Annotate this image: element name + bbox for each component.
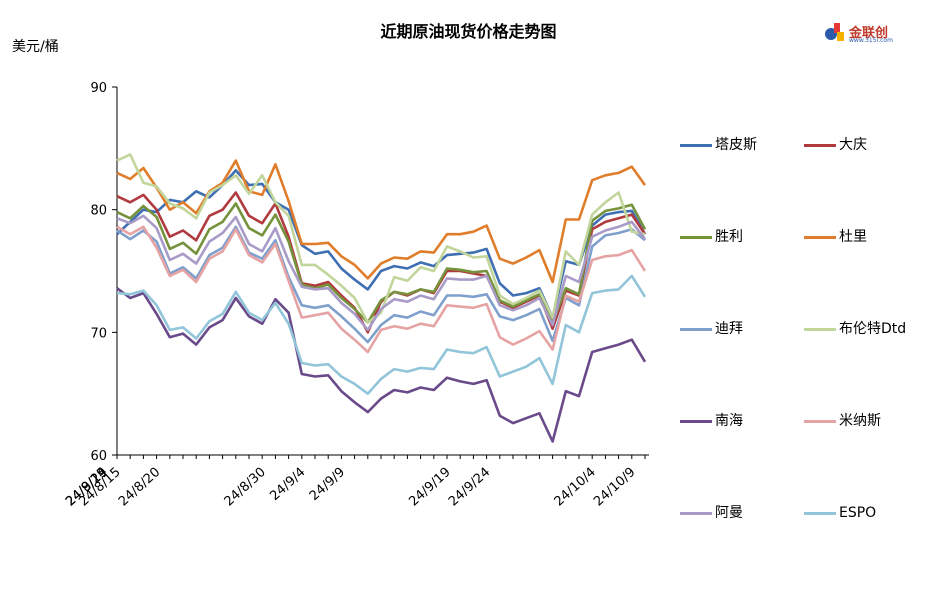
legend-item: 胜利	[680, 227, 804, 247]
legend-label: 大庆	[839, 137, 867, 153]
legend-swatch	[680, 328, 712, 331]
legend-label: 布伦特Dtd	[839, 321, 907, 337]
legend-swatch	[680, 420, 712, 423]
y-tick-label: 90	[90, 81, 107, 96]
x-tick-label: 24/9/9	[307, 465, 348, 504]
x-tick-label: 24/10/9	[591, 465, 638, 510]
legend-swatch	[680, 512, 712, 515]
legend-label: 迪拜	[715, 321, 743, 337]
series-line-6	[116, 287, 647, 443]
legend-swatch	[804, 144, 836, 147]
logo-text: 金联创	[849, 26, 889, 41]
x-tick-label: 24/8/30	[222, 465, 269, 510]
legend-label: 塔皮斯	[715, 137, 757, 153]
legend-item: 迪拜	[680, 319, 804, 339]
x-tick-label: 24/9/19	[406, 465, 453, 510]
legend-item: 塔皮斯	[680, 135, 804, 155]
legend-swatch	[680, 144, 712, 147]
legend-item: 杜里	[804, 227, 928, 247]
series-line-8	[116, 214, 647, 332]
series-lines	[116, 153, 647, 443]
brand-logo: 金联创 www.315i.com	[822, 20, 897, 46]
legend-item: 阿曼	[680, 503, 804, 523]
series-line-5	[116, 153, 646, 324]
logo-mark-icon	[825, 23, 844, 41]
x-tick-label: 24/8/20	[116, 465, 163, 510]
y-ticks: 60 70 80 90	[90, 81, 117, 464]
x-tick-label: 24/9/4	[267, 465, 308, 504]
legend-swatch	[804, 420, 836, 423]
y-axis-unit-label: 美元/桶	[12, 39, 59, 55]
x-tick-label: 24/10/4	[552, 465, 599, 510]
legend-item: 米纳斯	[804, 411, 928, 431]
legend-swatch	[680, 236, 712, 239]
chart-title: 近期原油现货价格走势图	[380, 22, 557, 41]
logo-subtext: www.315i.com	[849, 37, 893, 44]
legend-label: 南海	[715, 413, 743, 429]
chart-legend: 塔皮斯 大庆胜利 杜里迪拜 布伦特Dtd 南海 米纳斯阿曼 ESPO	[680, 130, 930, 530]
legend-swatch	[804, 236, 836, 239]
legend-label: ESPO	[839, 505, 877, 521]
legend-item: 大庆	[804, 135, 928, 155]
legend-swatch	[804, 512, 836, 515]
legend-label: 胜利	[715, 229, 743, 245]
legend-label: 阿曼	[715, 505, 743, 521]
y-tick-label: 60	[90, 449, 107, 464]
legend-label: 米纳斯	[839, 413, 881, 429]
series-line-9	[116, 274, 647, 396]
y-tick-label: 70	[90, 326, 107, 341]
series-line-7	[116, 225, 647, 354]
legend-item: 南海	[680, 411, 804, 431]
y-tick-label: 80	[90, 204, 107, 219]
legend-swatch	[804, 328, 836, 331]
legend-label: 杜里	[839, 229, 867, 245]
legend-item: ESPO	[804, 503, 928, 523]
legend-item: 布伦特Dtd	[804, 319, 928, 339]
x-tick-label: 24/9/24	[446, 465, 493, 510]
